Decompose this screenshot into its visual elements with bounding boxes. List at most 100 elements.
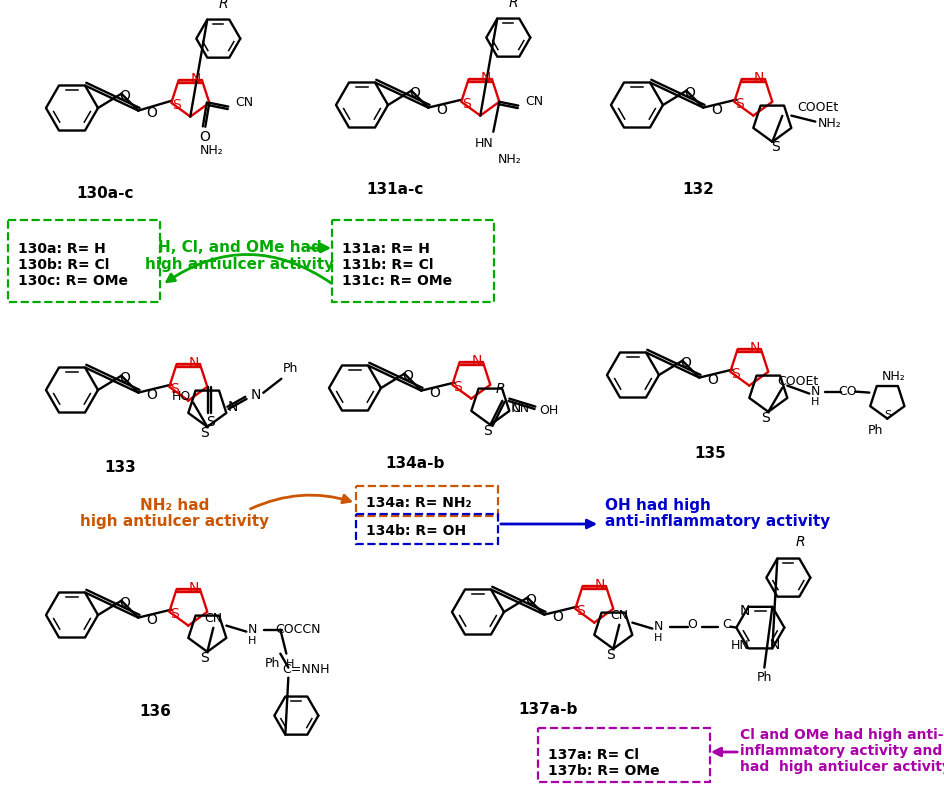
- Text: N: N: [510, 400, 520, 415]
- Text: 136: 136: [139, 705, 171, 719]
- Text: Ph: Ph: [756, 671, 771, 684]
- Text: S: S: [731, 367, 739, 380]
- Text: CN: CN: [525, 95, 543, 108]
- Text: O: O: [198, 130, 210, 144]
- Text: 135: 135: [694, 445, 725, 461]
- Text: N: N: [247, 623, 257, 636]
- Text: O: O: [119, 89, 129, 103]
- Text: N: N: [768, 638, 779, 652]
- Text: HN: HN: [475, 137, 493, 151]
- Text: 134b: R= OH: 134b: R= OH: [365, 524, 465, 538]
- Text: CN: CN: [204, 612, 222, 626]
- Text: CN: CN: [511, 402, 529, 415]
- Text: N: N: [250, 388, 261, 402]
- Text: N: N: [738, 604, 749, 618]
- Text: N: N: [480, 71, 491, 86]
- Text: Cl and OMe had high anti-: Cl and OMe had high anti-: [739, 728, 942, 742]
- Text: C: C: [721, 618, 730, 631]
- Text: HN: HN: [731, 639, 749, 652]
- Text: CO: CO: [837, 385, 856, 398]
- Text: N: N: [471, 354, 481, 368]
- Text: 130a: R= H: 130a: R= H: [18, 242, 106, 256]
- Text: 130b: R= Cl: 130b: R= Cl: [18, 258, 110, 272]
- Text: NH₂ had: NH₂ had: [140, 498, 210, 513]
- Text: NH₂: NH₂: [817, 117, 840, 130]
- Text: Ph: Ph: [282, 362, 297, 376]
- Text: N: N: [653, 620, 663, 633]
- Text: 131b: R= Cl: 131b: R= Cl: [342, 258, 433, 272]
- Text: Ph: Ph: [264, 657, 279, 670]
- Text: O: O: [145, 613, 157, 626]
- Text: N: N: [749, 341, 759, 356]
- Text: S: S: [453, 380, 462, 394]
- Text: 131c: R= OMe: 131c: R= OMe: [342, 274, 451, 288]
- Text: NH₂: NH₂: [881, 370, 904, 383]
- Text: COOEt: COOEt: [777, 376, 818, 388]
- Text: N: N: [191, 72, 201, 87]
- Text: O: O: [145, 106, 157, 119]
- Text: 137b: R= OMe: 137b: R= OMe: [548, 764, 659, 778]
- Text: had  high antiulcer activity: had high antiulcer activity: [739, 760, 944, 774]
- Text: R: R: [495, 382, 505, 396]
- Text: S: S: [462, 97, 470, 111]
- Text: S: S: [770, 140, 779, 154]
- Text: R: R: [218, 0, 228, 10]
- Text: OH had high: OH had high: [604, 498, 710, 513]
- Text: O: O: [683, 86, 694, 99]
- Text: S: S: [576, 604, 584, 618]
- Text: NH₂: NH₂: [497, 153, 521, 167]
- Text: S: S: [170, 382, 178, 396]
- Text: COCCN: COCCN: [276, 623, 321, 636]
- Text: C=NNH: C=NNH: [282, 663, 329, 676]
- Text: S: S: [200, 650, 209, 665]
- Text: O: O: [429, 385, 439, 400]
- Text: 133: 133: [104, 461, 136, 476]
- Text: O: O: [145, 388, 157, 401]
- Text: 137a-b: 137a-b: [517, 702, 577, 718]
- Text: 134a-b: 134a-b: [385, 457, 445, 472]
- Text: S: S: [172, 98, 181, 112]
- Text: OH: OH: [539, 404, 558, 417]
- Text: H: H: [248, 636, 256, 646]
- Text: N: N: [227, 400, 237, 414]
- Text: H: H: [810, 396, 818, 407]
- Text: S: S: [883, 409, 890, 420]
- Text: 137a: R= Cl: 137a: R= Cl: [548, 748, 638, 762]
- Text: 131a-c: 131a-c: [366, 183, 423, 198]
- Text: CN: CN: [235, 96, 253, 109]
- Text: S: S: [206, 415, 215, 429]
- Text: 130a-c: 130a-c: [76, 186, 134, 200]
- Text: R: R: [795, 534, 804, 549]
- Text: O: O: [435, 103, 447, 117]
- Text: R: R: [508, 0, 517, 10]
- Text: O: O: [551, 610, 562, 624]
- Text: COOEt: COOEt: [797, 101, 837, 115]
- Text: 130c: R= OMe: 130c: R= OMe: [18, 274, 127, 288]
- Text: H: H: [653, 633, 662, 642]
- Text: Ph: Ph: [867, 424, 882, 437]
- Text: S: S: [200, 426, 209, 440]
- Text: N: N: [753, 71, 764, 86]
- Text: NH₂: NH₂: [199, 144, 223, 157]
- Text: O: O: [706, 372, 717, 387]
- Text: N: N: [594, 578, 604, 593]
- Text: O: O: [710, 103, 721, 117]
- Text: anti-inflammatory activity: anti-inflammatory activity: [604, 514, 830, 529]
- Text: O: O: [525, 593, 535, 606]
- Text: S: S: [605, 648, 614, 662]
- Text: O: O: [680, 356, 690, 370]
- Text: S: S: [482, 424, 491, 438]
- Text: inflammatory activity and: inflammatory activity and: [739, 744, 941, 758]
- Text: H, Cl, and OMe had: H, Cl, and OMe had: [158, 240, 322, 255]
- Text: O: O: [401, 368, 413, 383]
- Text: O: O: [409, 86, 419, 99]
- Text: S: S: [760, 411, 768, 425]
- Text: high antiulcer activity: high antiulcer activity: [80, 514, 269, 529]
- Text: O: O: [686, 618, 697, 631]
- Text: 134a: R= NH₂: 134a: R= NH₂: [365, 496, 471, 510]
- Text: O: O: [119, 371, 129, 384]
- Text: S: S: [734, 97, 743, 111]
- Text: O: O: [119, 596, 129, 610]
- Text: 131a: R= H: 131a: R= H: [342, 242, 430, 256]
- Text: S: S: [170, 607, 178, 621]
